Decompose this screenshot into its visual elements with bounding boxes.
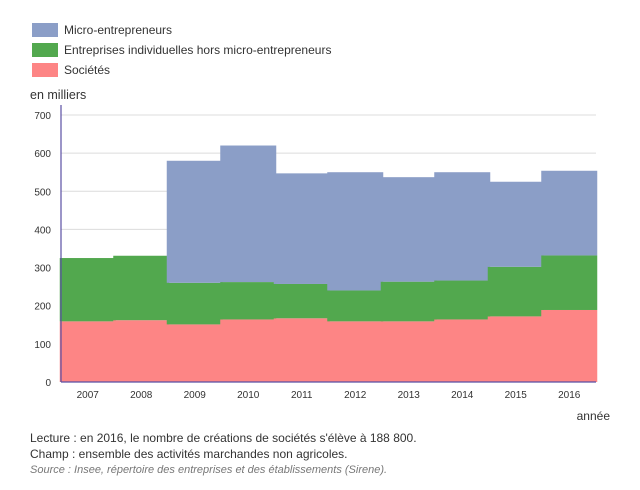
y-axis-unit-label: en milliers xyxy=(30,88,87,102)
bar-segment xyxy=(166,160,223,283)
legend-swatch-micro xyxy=(32,22,58,37)
note-lecture: Lecture : en 2016, le nombre de création… xyxy=(30,431,417,445)
bar-segment xyxy=(327,172,384,291)
bar-segment xyxy=(327,321,384,382)
bar-segment xyxy=(541,255,598,310)
bar-segment xyxy=(487,316,544,382)
x-tick-label: 2016 xyxy=(558,390,581,401)
legend: Micro-entrepreneurs Entreprises individu… xyxy=(32,20,331,80)
y-tick-label: 600 xyxy=(34,149,51,160)
y-tick-label: 100 xyxy=(34,340,51,351)
x-tick-label: 2011 xyxy=(291,390,313,401)
stacked-bar-chart: 0 100 200 300 400 500 600 700 2007 2008 2009 2010 20… xyxy=(34,105,611,423)
x-tick-label: 2013 xyxy=(398,390,421,401)
legend-label: Sociétés xyxy=(64,62,111,77)
x-tick-label: 2008 xyxy=(130,390,153,401)
bar-segment xyxy=(220,319,277,382)
bar-segment xyxy=(166,282,223,325)
y-tick-label: 400 xyxy=(34,225,51,236)
bar-segment xyxy=(380,281,437,322)
chart-notes: Lecture : en 2016, le nombre de création… xyxy=(30,430,417,478)
bar-segment xyxy=(113,320,170,382)
x-tick-label: 2012 xyxy=(344,390,367,401)
bar-segment xyxy=(220,145,277,283)
bar-segment xyxy=(434,280,491,320)
bar-segment xyxy=(380,177,437,282)
x-tick-label: 2007 xyxy=(77,390,100,401)
bar-segment xyxy=(273,318,330,382)
bar-segment xyxy=(113,255,170,321)
bar-segment xyxy=(59,258,116,322)
legend-label: Entreprises individuelles hors micro-ent… xyxy=(64,42,332,57)
x-tick-label: 2014 xyxy=(451,390,474,401)
x-tick-label: 2010 xyxy=(237,390,260,401)
y-tick-label: 300 xyxy=(34,264,51,275)
legend-swatch-ei xyxy=(32,42,58,57)
note-champ: Champ : ensemble des activités marchande… xyxy=(30,447,348,461)
legend-label: Micro-entrepreneurs xyxy=(64,22,173,37)
legend-item-micro-entrepreneurs: Micro-entrepreneurs xyxy=(32,20,331,39)
legend-item-societes: Sociétés xyxy=(32,60,331,79)
bar-segment xyxy=(434,319,491,382)
bar-segment xyxy=(166,324,223,382)
bar-segment xyxy=(273,283,330,319)
x-tick-label: 2009 xyxy=(184,390,207,401)
y-tick-label: 200 xyxy=(34,302,51,313)
bar-segment xyxy=(434,172,491,281)
bar-segment xyxy=(220,282,277,320)
y-tick-label: 700 xyxy=(34,111,51,122)
x-tick-label: 2015 xyxy=(505,390,528,401)
bar-segment xyxy=(273,173,330,284)
note-source: Source : Insee, répertoire des entrepris… xyxy=(30,464,388,476)
legend-swatch-societes xyxy=(32,62,58,77)
x-axis-title: année xyxy=(577,409,611,423)
bar-segment xyxy=(487,181,544,267)
bar-segment xyxy=(541,170,598,256)
y-tick-label: 500 xyxy=(34,187,51,198)
legend-item-entreprises-individuelles: Entreprises individuelles hors micro-ent… xyxy=(32,40,331,59)
y-tick-label: 0 xyxy=(45,378,51,389)
bar-segment xyxy=(487,266,544,317)
bar-segment xyxy=(59,321,116,382)
bar-segment xyxy=(327,290,384,322)
bar-segment xyxy=(541,309,598,382)
bar-segment xyxy=(380,321,437,382)
